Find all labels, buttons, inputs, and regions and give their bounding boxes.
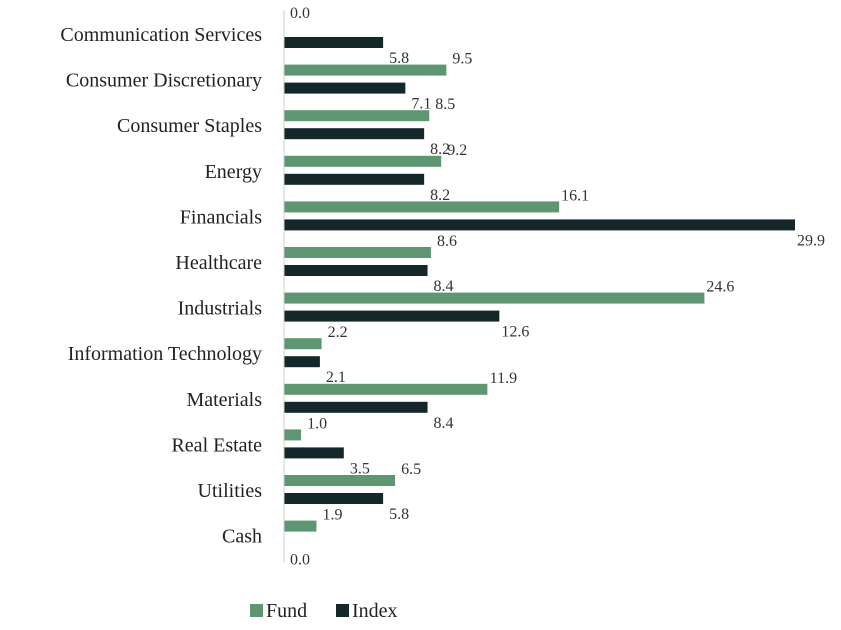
fund-bar <box>284 64 447 76</box>
category-label: Communication Services <box>60 24 262 46</box>
legend-index-swatch <box>336 604 349 617</box>
index-value-label: 0.0 <box>290 552 310 569</box>
fund-bar <box>284 247 431 258</box>
index-value-label: 8.2 <box>430 141 450 158</box>
fund-bar <box>284 292 705 304</box>
fund-value-label: 9.5 <box>452 51 472 68</box>
index-bar <box>284 356 320 368</box>
category-label: Consumer Staples <box>117 115 262 137</box>
index-bar <box>284 401 428 413</box>
index-value-label: 5.8 <box>389 506 409 523</box>
category-label: Materials <box>186 389 262 411</box>
fund-value-label: 0.0 <box>290 5 310 22</box>
fund-value-label: 9.2 <box>447 142 467 159</box>
fund-bar <box>284 520 317 532</box>
legend-fund-swatch <box>250 604 263 617</box>
index-bar <box>284 128 425 140</box>
index-bar <box>284 493 384 504</box>
index-value-label: 8.4 <box>434 415 454 432</box>
index-value-label: 8.2 <box>430 187 450 204</box>
legend: Fund Index <box>250 600 398 622</box>
index-value-label: 5.8 <box>389 50 409 67</box>
fund-bar <box>284 475 396 486</box>
category-label: Information Technology <box>68 343 262 365</box>
category-label: Healthcare <box>175 252 262 274</box>
index-bar <box>284 219 795 231</box>
fund-value-label: 2.2 <box>328 324 348 341</box>
fund-value-label: 6.5 <box>401 461 421 478</box>
index-value-label: 12.6 <box>501 324 529 341</box>
fund-value-label: 11.9 <box>490 370 517 387</box>
index-value-label: 7.1 <box>411 96 431 113</box>
category-label: Industrials <box>178 298 263 320</box>
fund-bar <box>284 429 302 441</box>
index-bar <box>284 37 384 48</box>
labels-layer: Communication Services 0.0 5.8 Consumer Dis… <box>60 5 825 569</box>
fund-value-label: 16.1 <box>561 187 589 204</box>
fund-bar <box>284 338 322 350</box>
category-label: Cash <box>222 526 262 548</box>
fund-bar <box>284 201 560 213</box>
index-value-label: 2.1 <box>326 369 346 386</box>
category-label: Consumer Discretionary <box>66 70 262 92</box>
category-label: Financials <box>180 206 262 228</box>
legend-fund-label: Fund <box>266 600 307 622</box>
index-bar <box>284 265 428 276</box>
fund-value-label: 8.6 <box>437 233 457 250</box>
index-value-label: 8.4 <box>434 278 454 295</box>
legend-index-label: Index <box>352 600 398 622</box>
index-value-label: 29.9 <box>797 232 825 249</box>
fund-bar <box>284 155 442 167</box>
fund-bar <box>284 383 488 395</box>
fund-bar <box>284 110 430 122</box>
index-bar <box>284 173 425 185</box>
category-label: Real Estate <box>171 434 262 456</box>
index-bar <box>284 82 406 94</box>
fund-value-label: 1.0 <box>307 415 327 432</box>
index-value-label: 3.5 <box>350 460 370 477</box>
category-label: Energy <box>205 161 262 183</box>
index-bar <box>284 310 500 322</box>
fund-value-label: 1.9 <box>322 507 342 524</box>
index-bar <box>284 447 344 459</box>
fund-value-label: 8.5 <box>435 96 455 113</box>
bars-layer <box>284 37 795 532</box>
fund-value-label: 24.6 <box>706 279 734 296</box>
category-label: Utilities <box>198 480 263 502</box>
